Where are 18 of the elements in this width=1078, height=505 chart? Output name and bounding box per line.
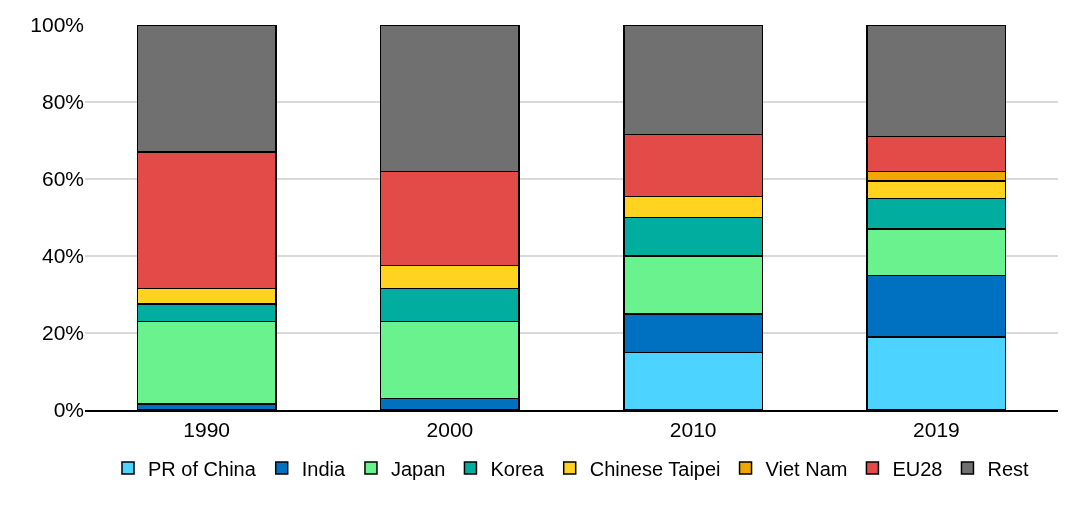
legend-label: Chinese Taipei — [589, 457, 721, 480]
x-tick-label: 2019 — [913, 418, 960, 442]
legend-label: India — [301, 457, 346, 480]
legend-label: Japan — [390, 457, 446, 480]
y-tick-label: 0% — [53, 398, 84, 422]
legend-label: Korea — [490, 457, 545, 480]
legend-label: Rest — [987, 457, 1030, 480]
y-tick-label: 20% — [41, 321, 84, 345]
x-tick-label: 2000 — [426, 418, 474, 442]
legend-label: Viet Nam — [765, 457, 848, 480]
y-tick-label: 80% — [41, 90, 84, 114]
y-tick-label: 100% — [30, 13, 84, 37]
y-tick-label: 40% — [41, 244, 84, 268]
x-tick-label: 2010 — [669, 418, 717, 442]
x-tick-label: 1990 — [183, 418, 230, 442]
y-tick-label: 60% — [41, 167, 84, 191]
legend-label: PR of China — [148, 457, 257, 480]
legend-label: EU28 — [892, 457, 943, 480]
